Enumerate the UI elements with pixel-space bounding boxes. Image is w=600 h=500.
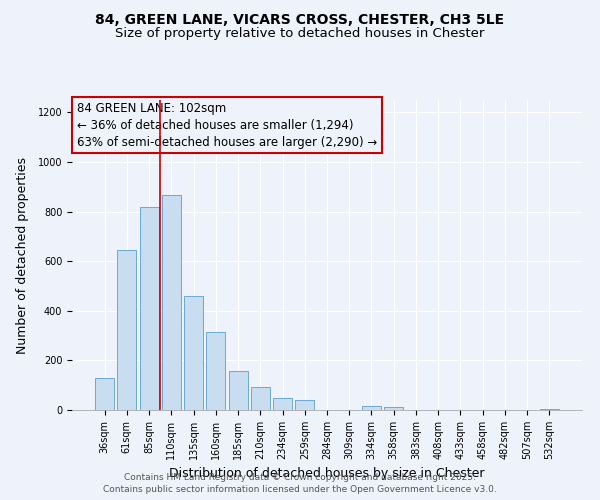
Y-axis label: Number of detached properties: Number of detached properties xyxy=(16,156,29,354)
Bar xyxy=(206,332,225,410)
Bar xyxy=(184,296,203,410)
X-axis label: Distribution of detached houses by size in Chester: Distribution of detached houses by size … xyxy=(169,468,485,480)
Text: Size of property relative to detached houses in Chester: Size of property relative to detached ho… xyxy=(115,28,485,40)
Bar xyxy=(540,409,559,410)
Bar xyxy=(162,194,181,410)
Bar xyxy=(295,400,314,410)
Bar xyxy=(140,206,158,410)
Text: 84, GREEN LANE, VICARS CROSS, CHESTER, CH3 5LE: 84, GREEN LANE, VICARS CROSS, CHESTER, C… xyxy=(95,12,505,26)
Text: Contains HM Land Registry data © Crown copyright and database right 2025.: Contains HM Land Registry data © Crown c… xyxy=(124,474,476,482)
Text: 84 GREEN LANE: 102sqm
← 36% of detached houses are smaller (1,294)
63% of semi-d: 84 GREEN LANE: 102sqm ← 36% of detached … xyxy=(77,102,377,148)
Bar xyxy=(251,387,270,410)
Bar xyxy=(273,398,292,410)
Bar xyxy=(384,407,403,410)
Bar xyxy=(95,378,114,410)
Bar xyxy=(229,371,248,410)
Bar xyxy=(362,406,381,410)
Bar xyxy=(118,250,136,410)
Text: Contains public sector information licensed under the Open Government Licence v3: Contains public sector information licen… xyxy=(103,485,497,494)
